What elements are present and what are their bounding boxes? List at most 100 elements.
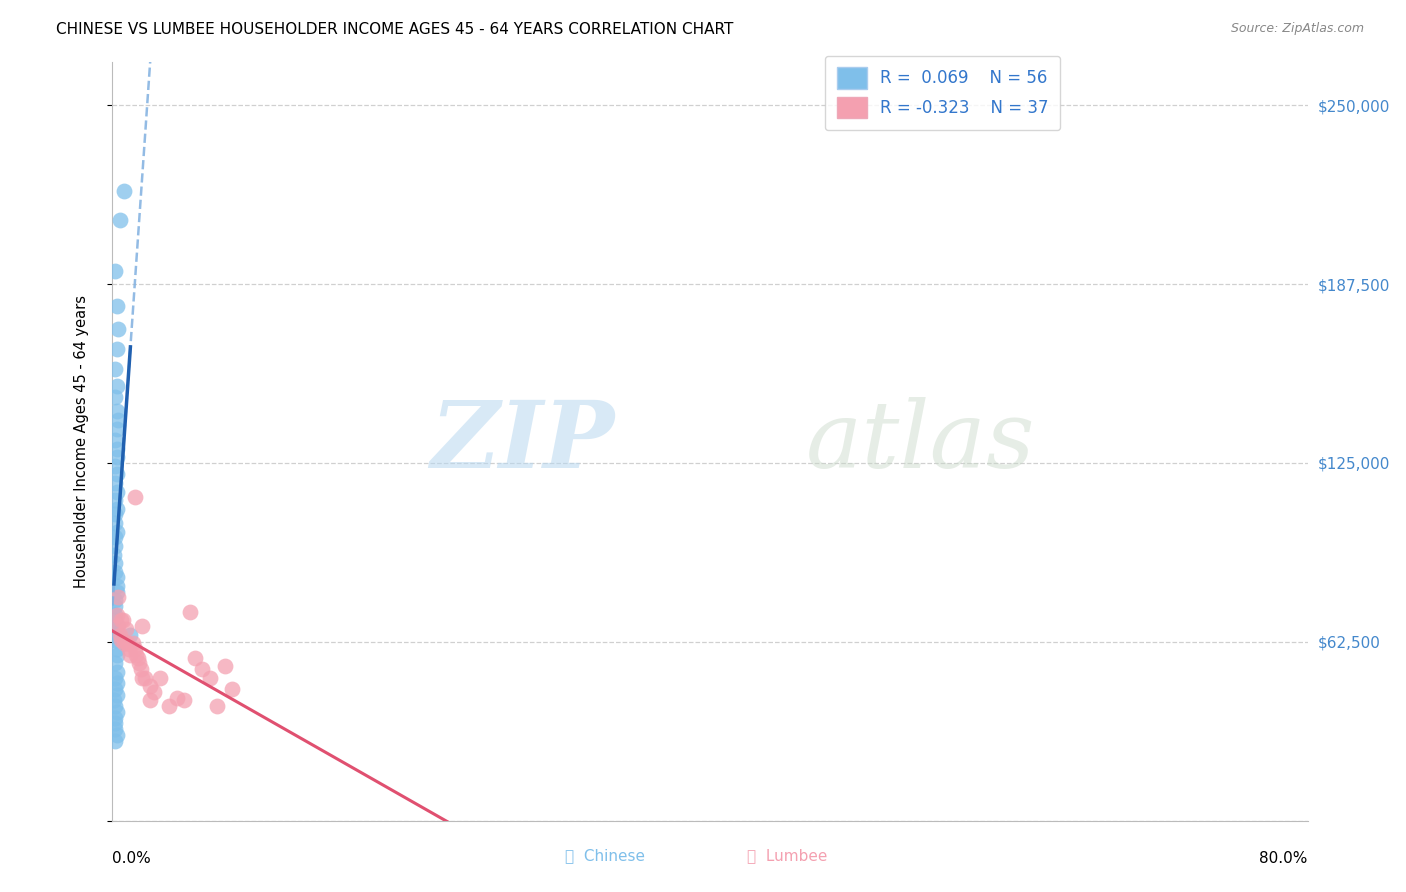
- Point: [104, 476, 127, 491]
- Point: [115, 622, 138, 636]
- Point: [104, 716, 127, 731]
- Text: ⬛  Chinese: ⬛ Chinese: [565, 848, 644, 863]
- Point: [104, 722, 127, 736]
- Point: [120, 648, 142, 662]
- Text: 0.0%: 0.0%: [112, 851, 152, 866]
- Point: [128, 657, 150, 671]
- Point: [117, 636, 139, 650]
- Point: [103, 693, 125, 707]
- Point: [104, 599, 127, 613]
- Point: [104, 556, 127, 570]
- Point: [104, 657, 127, 671]
- Point: [104, 493, 127, 508]
- Point: [104, 565, 127, 579]
- Point: [157, 699, 180, 714]
- Point: [105, 705, 128, 719]
- Point: [105, 484, 128, 499]
- Point: [125, 648, 148, 662]
- Point: [105, 467, 128, 482]
- Text: CHINESE VS LUMBEE HOUSEHOLDER INCOME AGES 45 - 64 YEARS CORRELATION CHART: CHINESE VS LUMBEE HOUSEHOLDER INCOME AGE…: [56, 22, 734, 37]
- Point: [191, 662, 214, 676]
- Point: [104, 530, 127, 544]
- Point: [105, 442, 128, 456]
- Point: [108, 212, 131, 227]
- Point: [104, 433, 127, 447]
- Point: [114, 184, 135, 198]
- Point: [139, 693, 162, 707]
- Point: [131, 671, 153, 685]
- Point: [104, 458, 127, 473]
- Point: [105, 404, 128, 418]
- Point: [105, 450, 128, 465]
- Text: ZIP: ZIP: [430, 397, 614, 486]
- Text: ⬛  Lumbee: ⬛ Lumbee: [747, 848, 828, 863]
- Legend: R =  0.069    N = 56, R = -0.323    N = 37: R = 0.069 N = 56, R = -0.323 N = 37: [825, 55, 1060, 130]
- Point: [104, 390, 127, 404]
- Point: [131, 619, 153, 633]
- Point: [122, 636, 145, 650]
- Point: [124, 491, 146, 505]
- Point: [105, 619, 128, 633]
- Point: [114, 636, 135, 650]
- Point: [129, 662, 152, 676]
- Point: [205, 699, 228, 714]
- Point: [105, 584, 128, 599]
- Point: [104, 711, 127, 725]
- Point: [198, 671, 221, 685]
- Point: [107, 413, 129, 427]
- Point: [105, 642, 128, 657]
- Point: [179, 605, 201, 619]
- Point: [107, 619, 129, 633]
- Text: Source: ZipAtlas.com: Source: ZipAtlas.com: [1230, 22, 1364, 36]
- Point: [120, 628, 142, 642]
- Point: [104, 633, 127, 648]
- Point: [173, 693, 195, 707]
- Point: [104, 593, 127, 607]
- Point: [105, 728, 128, 742]
- Point: [105, 524, 128, 539]
- Point: [118, 642, 141, 657]
- Point: [104, 607, 127, 622]
- Point: [105, 688, 128, 702]
- Point: [104, 539, 127, 553]
- Point: [105, 676, 128, 690]
- Point: [104, 681, 127, 696]
- Point: [166, 690, 188, 705]
- Point: [107, 321, 129, 335]
- Y-axis label: Householder Income Ages 45 - 64 years: Householder Income Ages 45 - 64 years: [75, 295, 89, 588]
- Point: [124, 642, 146, 657]
- Text: atlas: atlas: [806, 397, 1035, 486]
- Point: [105, 665, 128, 679]
- Point: [105, 570, 128, 584]
- Point: [104, 628, 127, 642]
- Point: [104, 264, 127, 278]
- Point: [104, 699, 127, 714]
- Point: [103, 548, 125, 562]
- Point: [143, 685, 166, 699]
- Point: [105, 501, 128, 516]
- Point: [149, 671, 172, 685]
- Point: [104, 733, 127, 747]
- Point: [107, 591, 129, 605]
- Point: [110, 613, 132, 627]
- Point: [127, 650, 149, 665]
- Point: [139, 679, 162, 693]
- Point: [104, 516, 127, 530]
- Point: [104, 361, 127, 376]
- Point: [134, 671, 156, 685]
- Point: [221, 681, 243, 696]
- Point: [117, 636, 139, 650]
- Point: [214, 659, 236, 673]
- Text: 80.0%: 80.0%: [1260, 851, 1308, 866]
- Point: [105, 422, 128, 436]
- Point: [105, 342, 128, 356]
- Point: [110, 633, 132, 648]
- Point: [104, 508, 127, 522]
- Point: [108, 628, 131, 642]
- Point: [111, 613, 134, 627]
- Point: [104, 613, 127, 627]
- Point: [105, 299, 128, 313]
- Point: [104, 671, 127, 685]
- Point: [183, 650, 205, 665]
- Point: [105, 579, 128, 593]
